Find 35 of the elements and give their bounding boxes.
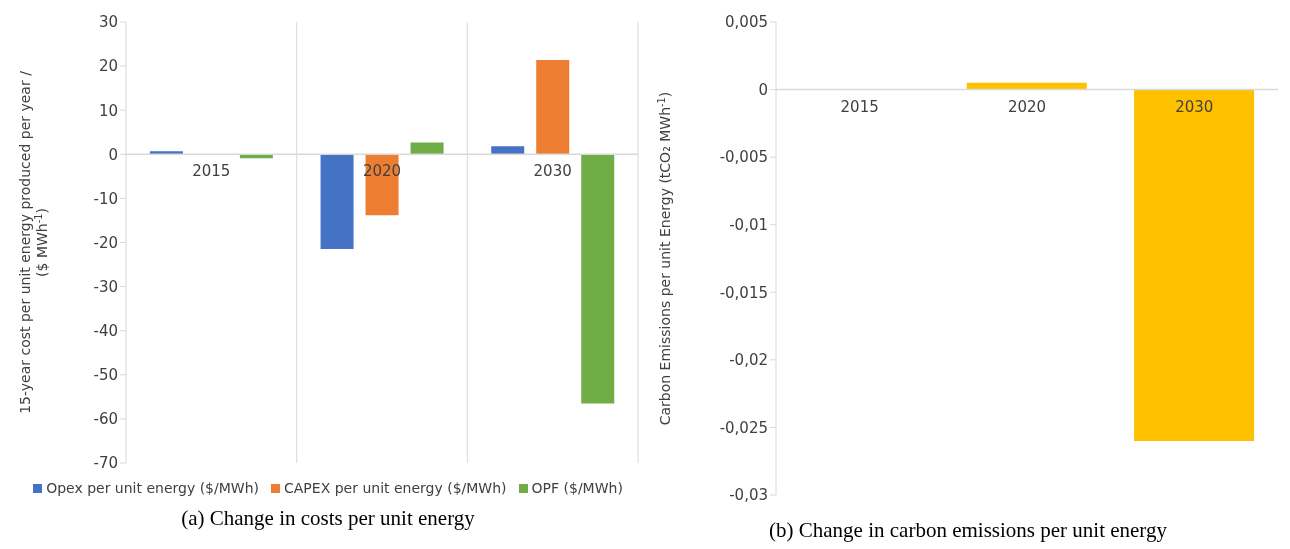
y-tick-label: -70 [93, 454, 118, 473]
bar [581, 154, 615, 404]
y-tick-label: -30 [93, 277, 118, 296]
legend-label: CAPEX per unit energy ($/MWh) [283, 480, 507, 496]
y-tick-label: -40 [93, 322, 118, 341]
y-tick-label: -0,02 [729, 351, 768, 370]
bar [320, 154, 354, 250]
x-tick-label: 2030 [1175, 97, 1214, 116]
bar [491, 146, 525, 155]
bar [149, 151, 183, 155]
y-tick-label: -10 [93, 189, 118, 208]
legend-label: OPF ($/MWh) [530, 480, 623, 496]
text: (b) Change in carbon emissions per unit energy [768, 518, 1168, 543]
x-tick-label: 2020 [1007, 97, 1047, 116]
bar [410, 142, 444, 155]
legend-label: Opex per unit energy ($/MWh) [45, 480, 259, 496]
y-tick-label: -0,025 [719, 418, 768, 437]
x-tick-label: 2030 [533, 162, 572, 181]
y-tick-label: -0,015 [719, 283, 768, 302]
text: (a) Change in costs per unit energy [180, 506, 476, 531]
y-tick-label: 20 [98, 57, 118, 76]
y-tick-label: 30 [98, 13, 118, 32]
x-tick-label: 2015 [840, 97, 879, 116]
bar [536, 59, 570, 155]
y-tick-label: -0,005 [719, 148, 768, 167]
y-tick-label: 0 [108, 145, 118, 164]
y-tick-label: -50 [93, 366, 118, 385]
y-tick-label: 0 [758, 80, 768, 99]
y-tick-label: -0,03 [729, 486, 768, 505]
y-tick-label: -0,01 [729, 216, 768, 235]
y-tick-label: 0,005 [725, 13, 768, 32]
y-tick-label: -60 [93, 410, 118, 429]
y-tick-label: -20 [93, 233, 118, 252]
x-tick-label: 2015 [192, 162, 231, 181]
y-tick-label: 10 [98, 101, 118, 120]
